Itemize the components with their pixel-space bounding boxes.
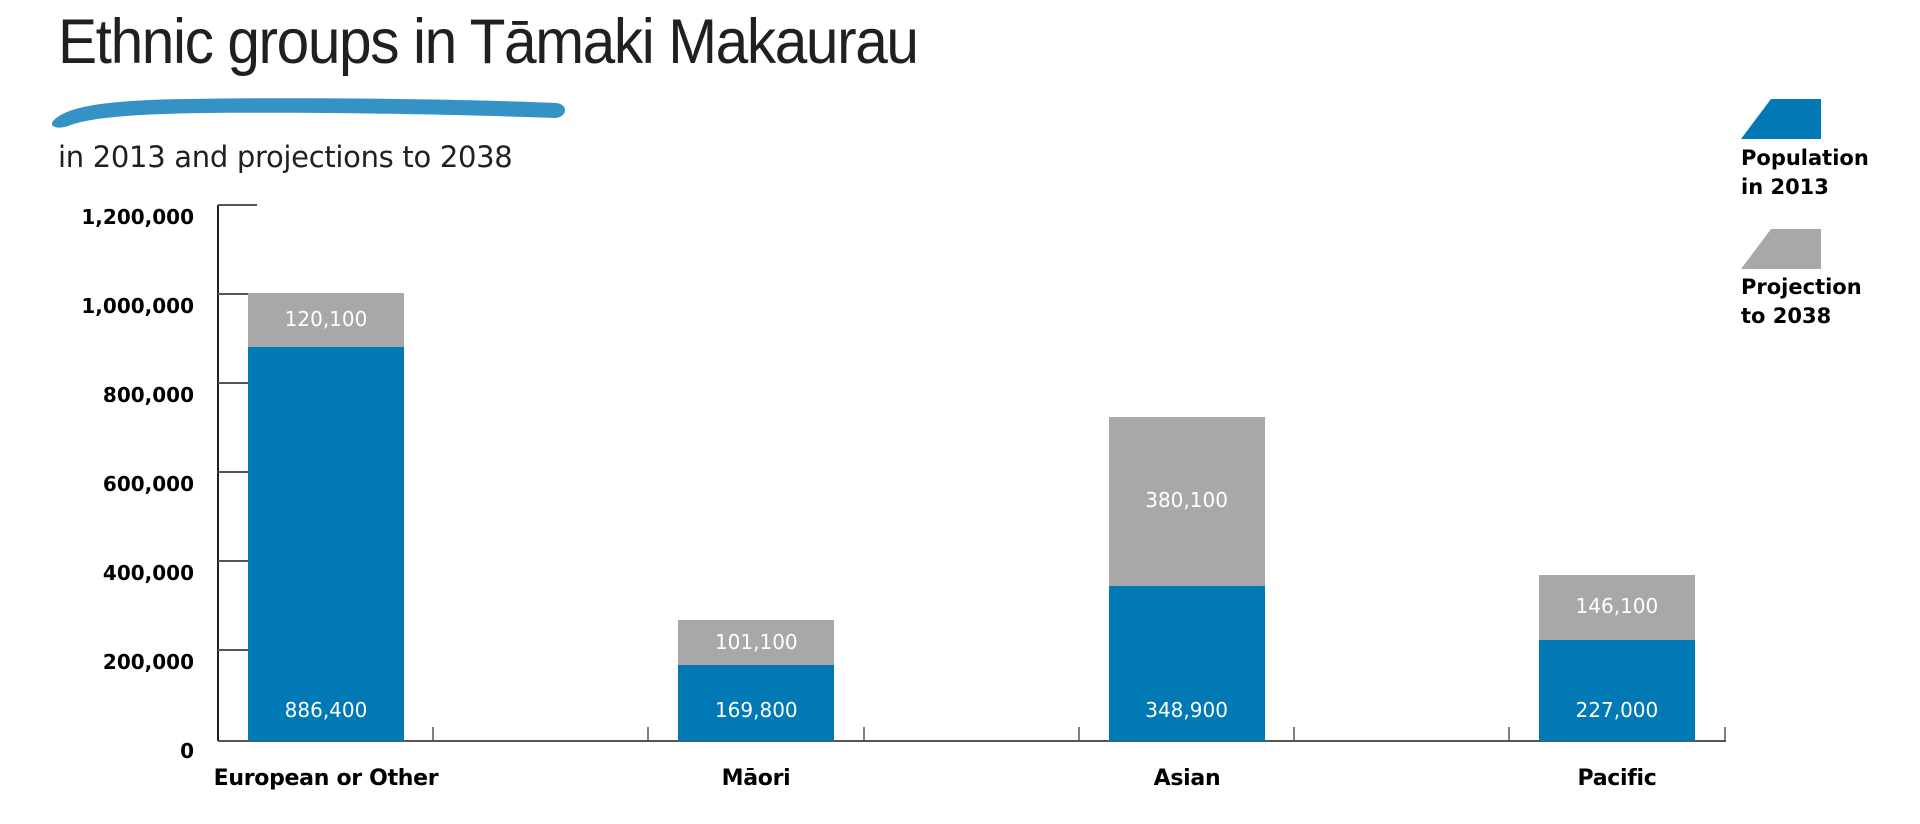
bar-segment-projection: 380,100 (1108, 416, 1265, 586)
legend-label-line: Population (1741, 146, 1869, 170)
x-category-label: Māori (721, 766, 791, 791)
legend-label-line: Projection (1741, 275, 1862, 299)
y-tick-label: 400,000 (102, 561, 194, 585)
bar-segment-projection: 146,100 (1538, 574, 1695, 640)
y-tick-label: 1,000,000 (81, 294, 194, 318)
legend-swatch-2013-icon (1741, 99, 1821, 139)
y-tick-label: 800,000 (102, 383, 194, 407)
x-category-label: European or Other (213, 766, 439, 791)
bar-value-label: 169,800 (714, 697, 798, 722)
bar-value-label: 227,000 (1575, 697, 1659, 722)
bar-value-label: 348,900 (1145, 697, 1228, 722)
legend-swatch-projection-icon (1741, 229, 1821, 269)
bar-value-label: 146,100 (1575, 594, 1659, 619)
bar-value-label: 380,100 (1145, 488, 1228, 513)
chart-subtitle: in 2013 and projections to 2038 (58, 140, 513, 174)
bar-segment-2013: 169,800 (678, 665, 835, 741)
y-tick-label: 600,000 (102, 472, 194, 496)
x-category-label: Asian (1153, 766, 1221, 791)
bar-segment-projection: 101,100 (678, 620, 835, 666)
y-tick-label: 1,200,000 (81, 205, 194, 229)
bar-value-label: 886,400 (284, 697, 368, 722)
bar-value-label: 120,100 (284, 306, 368, 331)
bar-asian: 380,100 348,900 (1108, 416, 1265, 741)
legend-label-projection: Projection to 2038 (1741, 273, 1862, 331)
bar-segment-projection: 120,100 (248, 293, 404, 347)
bar-european-or-other: 120,100 886,400 (248, 293, 404, 741)
x-category-label: Pacific (1577, 766, 1657, 791)
legend-label-line: in 2013 (1741, 175, 1829, 199)
bar-pacific: 146,100 227,000 (1538, 574, 1695, 741)
bar-maori: 101,100 169,800 (678, 620, 835, 741)
y-tick-label: 0 (180, 739, 194, 763)
bar-segment-2013: 348,900 (1108, 585, 1265, 741)
legend-label-line: to 2038 (1741, 304, 1832, 328)
y-tick-label: 200,000 (102, 650, 194, 674)
bar-value-label: 101,100 (714, 629, 798, 654)
legend-label-2013: Population in 2013 (1741, 144, 1869, 202)
bar-segment-2013: 227,000 (1538, 639, 1695, 741)
chart-title: Ethnic groups in Tāmaki Makaurau (58, 7, 919, 77)
brushstroke-decoration (51, 98, 566, 128)
bar-segment-2013: 886,400 (248, 346, 404, 741)
